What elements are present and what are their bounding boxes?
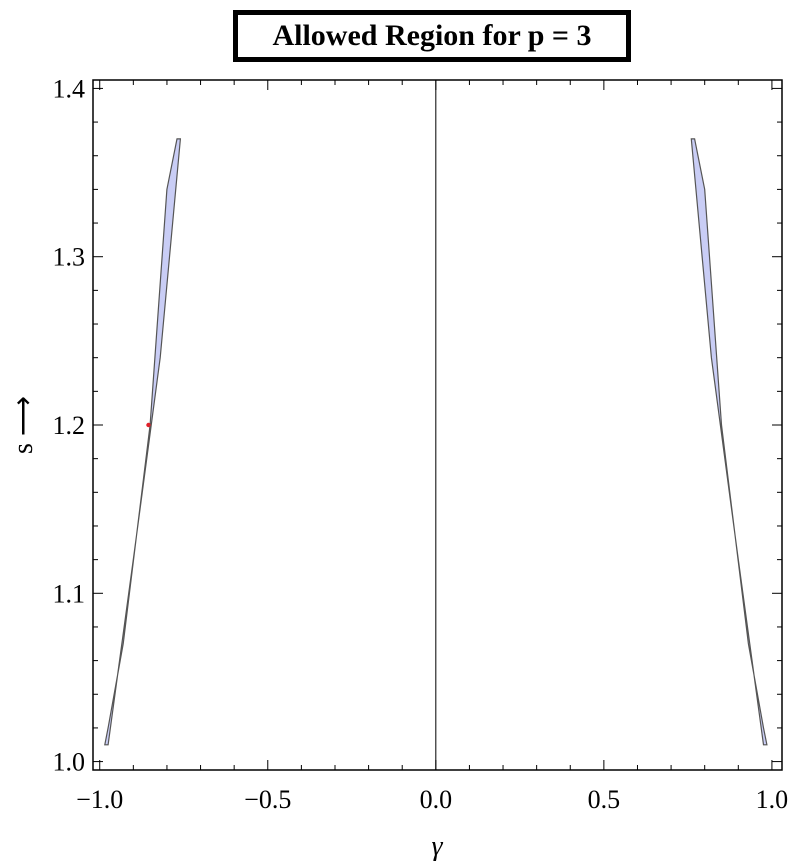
- y-tick-label: 1.4: [53, 74, 86, 103]
- x-tick-label: 0.0: [420, 785, 453, 814]
- x-tick-label: −0.5: [244, 785, 291, 814]
- allowed-regions: [104, 138, 768, 746]
- x-tick-label: 1.0: [756, 785, 789, 814]
- marked-point: [146, 422, 151, 428]
- axis-ticks: [93, 80, 782, 770]
- y-tick-label: 1.2: [53, 411, 86, 440]
- y-tick-label: 1.0: [53, 748, 86, 777]
- y-tick-label: 1.3: [53, 243, 86, 272]
- x-tick-label: 0.5: [588, 785, 621, 814]
- allowed-region-1: [104, 138, 182, 746]
- allowed-region-2: [690, 138, 768, 746]
- y-tick-label: 1.1: [53, 579, 86, 608]
- plot-frame: [92, 79, 783, 771]
- y-axis-title: s ⟶: [8, 396, 39, 454]
- x-axis-title: γ: [431, 831, 443, 862]
- x-tick-label: −1.0: [76, 785, 123, 814]
- tick-labels: −1.0 −0.5 0.0 0.5 1.0 1.0 1.1 1.2 1.3 1.4: [53, 74, 789, 814]
- chart-title: Allowed Region for p = 3: [233, 10, 631, 62]
